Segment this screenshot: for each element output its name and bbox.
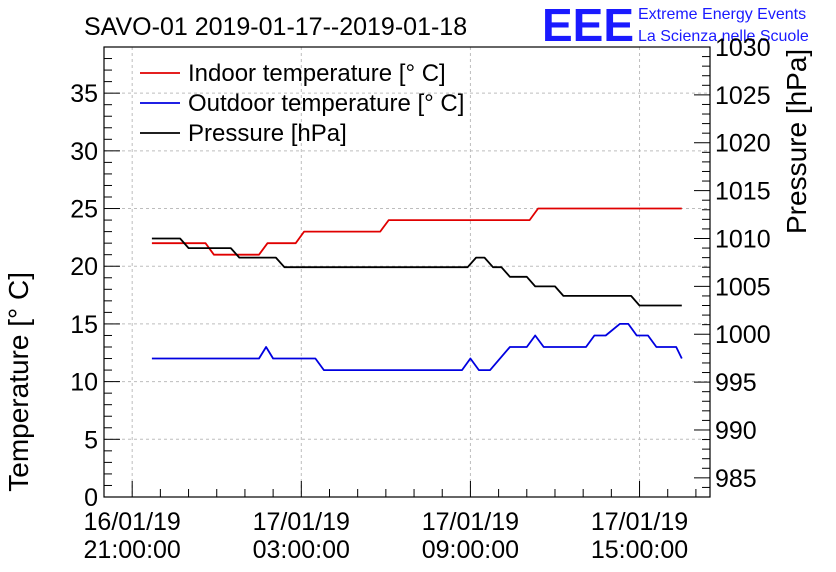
y2-tick-label: 1000	[715, 321, 771, 349]
eee-logo-text: EEE	[542, 0, 634, 51]
y2-tick-label: 1010	[715, 225, 771, 253]
plot-frame	[103, 46, 711, 498]
legend-label-3: Pressure [hPa]	[188, 120, 347, 147]
x-tick-label-date: 16/01/19	[84, 508, 181, 536]
y-axis-label: Temperature [° C]	[3, 272, 34, 492]
y-tick-label: 10	[70, 369, 98, 397]
legend-label-1: Indoor temperature [° C]	[188, 60, 446, 87]
series-line-2	[151, 322, 683, 372]
y-tick-label: 5	[84, 426, 98, 454]
y2-tick-label: 995	[715, 369, 757, 397]
y-tick-label: 25	[70, 196, 98, 224]
x-tick-label-date: 17/01/19	[591, 508, 688, 536]
x-tick-label-date: 17/01/19	[422, 508, 519, 536]
y-tick-label: 20	[70, 253, 98, 281]
y-tick-label: 15	[70, 311, 98, 339]
x-tick-label-time: 21:00:00	[84, 536, 181, 564]
x-tick-label-time: 03:00:00	[253, 536, 350, 564]
x-tick-label-date: 17/01/19	[253, 508, 350, 536]
eee-logo: EEE Extreme Energy Events La Scienza nel…	[542, 0, 809, 51]
y2-tick-label: 1025	[715, 82, 771, 110]
y-tick-label: 0	[84, 484, 98, 512]
axes: 0510152025303598599099510001005101010151…	[70, 34, 770, 564]
y-tick-label: 35	[70, 80, 98, 108]
eee-logo-line1: Extreme Energy Events	[638, 6, 806, 23]
y2-axis-label: Pressure [hPa]	[781, 49, 812, 234]
x-tick-label-time: 09:00:00	[422, 536, 519, 564]
x-tick-label-time: 15:00:00	[591, 536, 688, 564]
y2-tick-label: 1030	[715, 34, 771, 62]
series-line-1	[151, 207, 682, 256]
y2-tick-label: 1015	[715, 178, 771, 206]
y-tick-label: 30	[70, 138, 98, 166]
chart-title: SAVO-01 2019-01-17--2019-01-18	[84, 13, 467, 41]
eee-logo-line2: La Scienza nelle Scuole	[638, 28, 809, 45]
legend: Indoor temperature [° C] Outdoor temperat…	[140, 60, 464, 147]
series-line-3	[151, 237, 682, 307]
y2-tick-label: 990	[715, 417, 757, 445]
y2-tick-label: 1005	[715, 273, 771, 301]
y2-tick-label: 1020	[715, 130, 771, 158]
data-series	[151, 207, 683, 372]
legend-label-2: Outdoor temperature [° C]	[188, 90, 464, 117]
y2-tick-label: 985	[715, 465, 757, 493]
